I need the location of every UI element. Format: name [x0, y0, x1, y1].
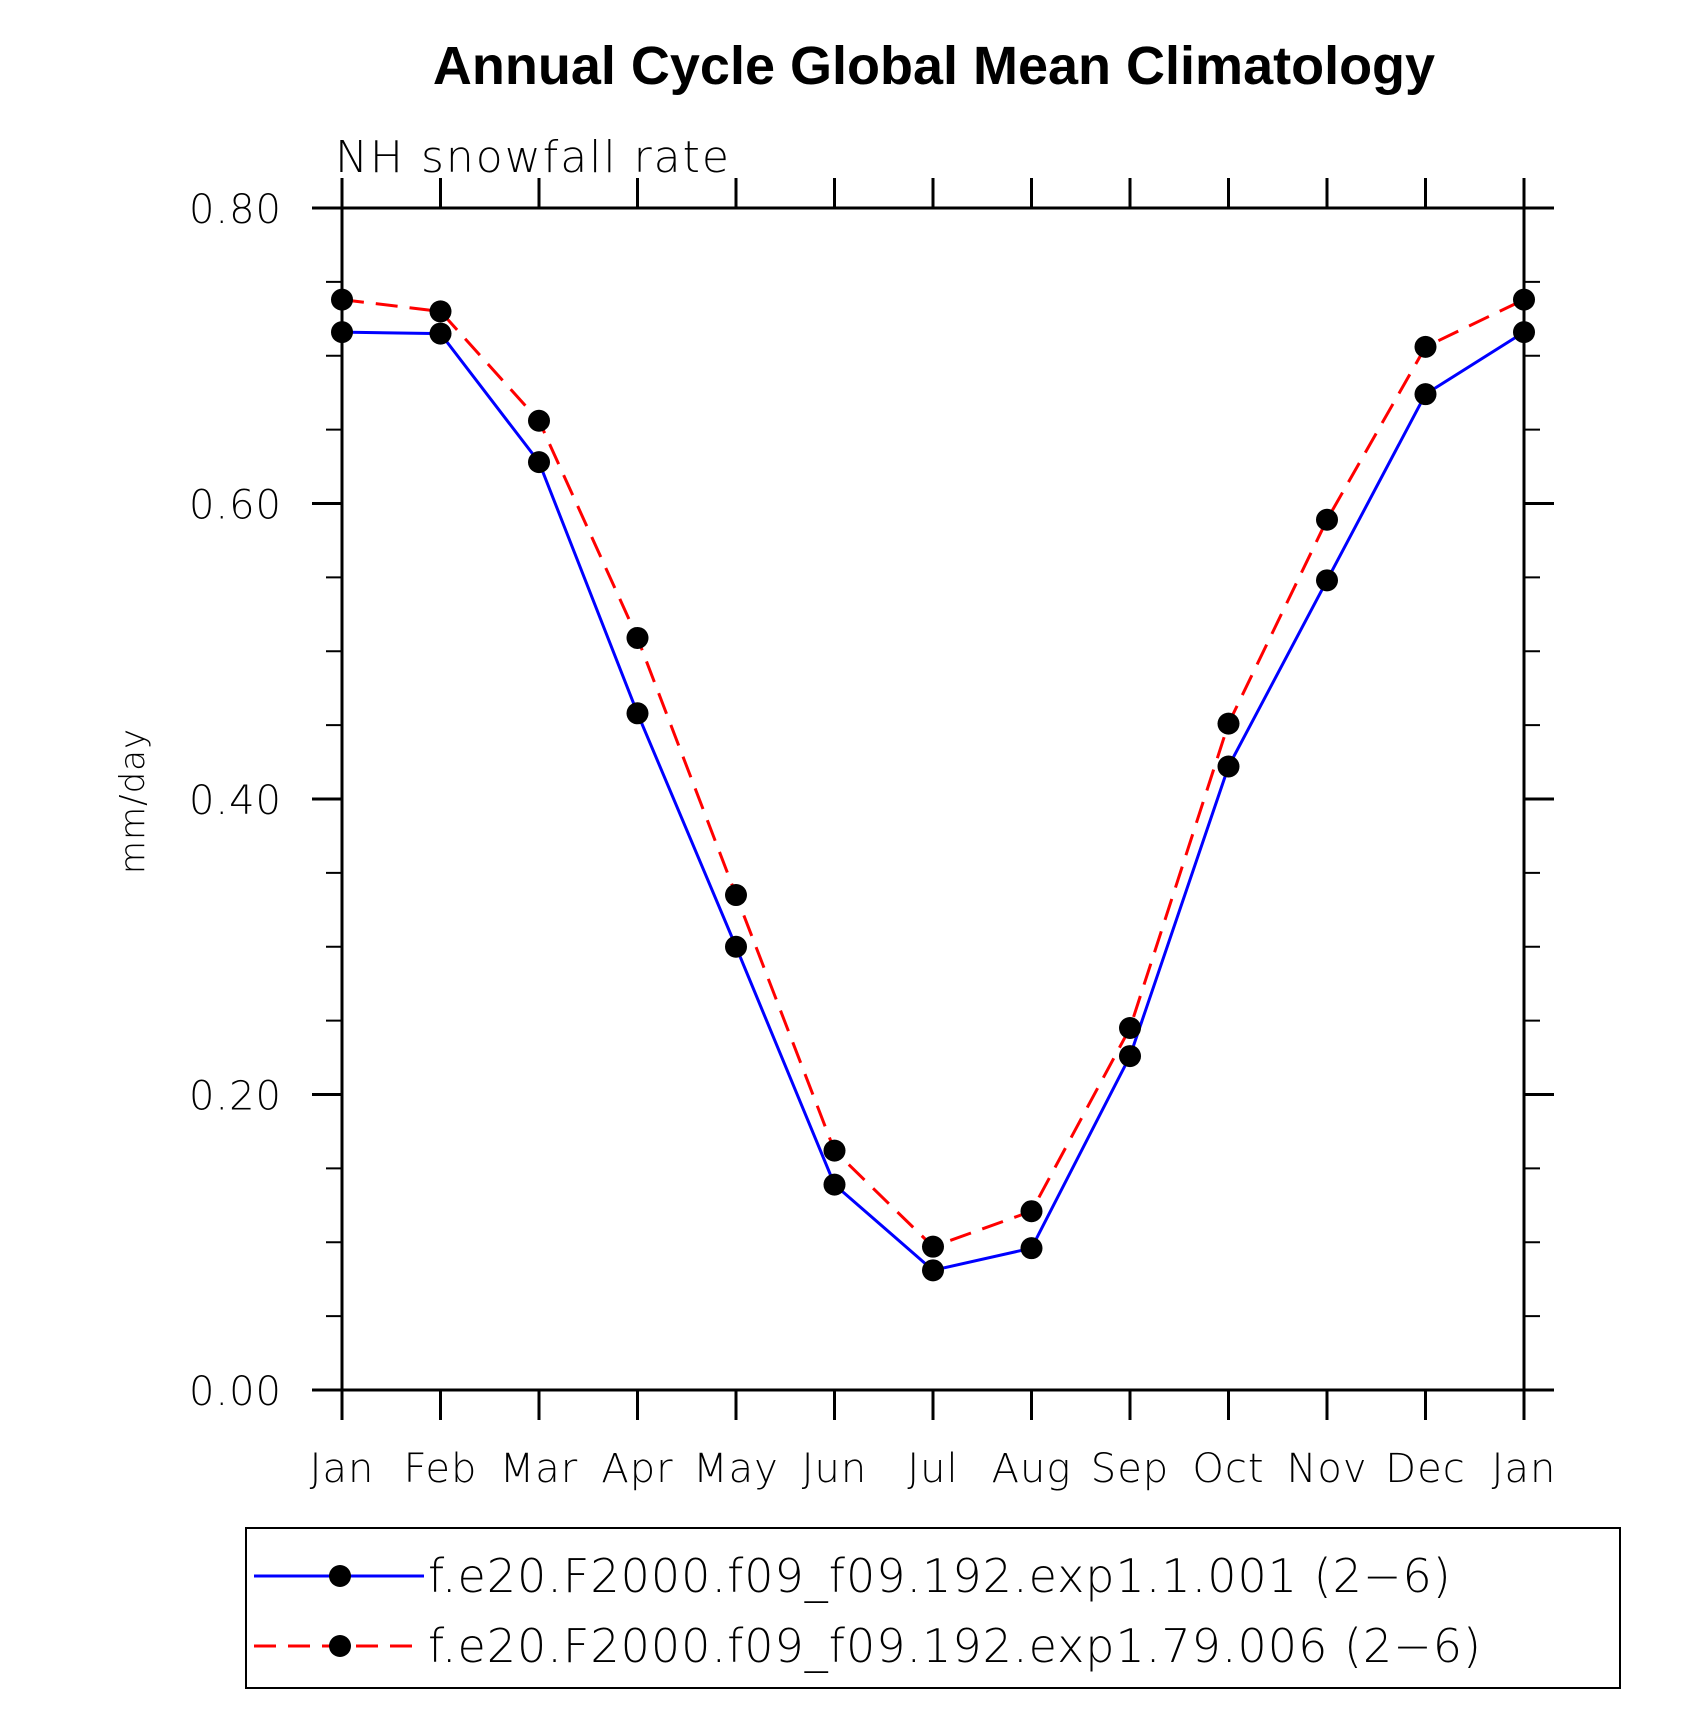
- series-layer: [331, 288, 1535, 1282]
- legend-marker-2: [329, 1635, 351, 1657]
- x-tick-label: Oct: [1192, 1446, 1264, 1492]
- series-2-point: [1316, 508, 1338, 531]
- series-1-point: [1020, 1237, 1043, 1260]
- series-1-point: [1217, 755, 1240, 778]
- series-1-point: [331, 321, 353, 344]
- series-2-point: [1414, 335, 1437, 358]
- series-1-point: [725, 935, 747, 958]
- series-line-2: [341, 298, 1525, 1249]
- chart-title: Annual Cycle Global Mean Climatology: [433, 36, 1435, 96]
- legend-box: [245, 1527, 1621, 1689]
- series-1-point: [1513, 321, 1535, 344]
- axes: Jan Feb Mar Apr May Jun Jul Aug Sep Oct Nov Dec Jan 0…: [189, 178, 1557, 1492]
- legend: f.e20.F2000.f09_f09.192.exp1.1.001 (2−6)…: [245, 1527, 1621, 1689]
- series-2-point: [922, 1235, 944, 1258]
- series-1-point: [1414, 383, 1437, 406]
- legend-label-1: f.e20.F2000.f09_f09.192.exp1.1.001 (2−6): [428, 1549, 1452, 1603]
- y-tick-label: 0.00: [189, 1369, 282, 1415]
- series-2-point: [725, 884, 747, 907]
- series-2-point: [1020, 1200, 1043, 1223]
- legend-marker-1: [329, 1565, 351, 1587]
- y-tick-label: 0.60: [189, 483, 282, 529]
- series-2-point: [528, 409, 550, 432]
- legend-label-2: f.e20.F2000.f09_f09.192.exp1.79.006 (2−6…: [428, 1619, 1482, 1673]
- x-tick-label: Jan: [1492, 1446, 1557, 1492]
- x-tick-label: Feb: [404, 1446, 478, 1492]
- x-tick-label: Apr: [601, 1446, 673, 1492]
- x-tick-label: Mar: [500, 1446, 578, 1492]
- series-2-point: [626, 626, 649, 649]
- series-1-point: [528, 451, 550, 474]
- x-tick-label: Dec: [1385, 1446, 1465, 1492]
- y-axis-label: mm/day: [113, 728, 153, 874]
- series-1-point: [626, 702, 649, 725]
- series-2-point: [331, 288, 353, 311]
- series-2-point: [429, 300, 452, 323]
- series-1-point: [429, 322, 452, 345]
- plot-frame: [340, 206, 1526, 1392]
- x-tick-label: Jun: [802, 1446, 868, 1492]
- series-1-point: [922, 1259, 944, 1282]
- series-1-point: [823, 1173, 846, 1196]
- y-tick-label: 0.20: [189, 1074, 282, 1120]
- x-tick-label: Nov: [1286, 1446, 1367, 1492]
- series-1-point: [1119, 1045, 1141, 1068]
- series-2-point: [1217, 712, 1240, 735]
- series-2-point: [1119, 1017, 1141, 1040]
- x-tick-label: Jan: [310, 1446, 375, 1492]
- series-2-point: [823, 1139, 846, 1162]
- y-tick-label: 0.40: [189, 778, 282, 824]
- y-tick-label: 0.80: [189, 187, 282, 233]
- series-1-point: [1316, 569, 1338, 592]
- series-line-1: [341, 330, 1525, 1272]
- chart-subtitle: NH snowfall rate: [335, 132, 731, 183]
- x-tick-label: Jul: [907, 1446, 958, 1492]
- x-tick-label: May: [693, 1446, 779, 1492]
- series-2-point: [1513, 288, 1535, 311]
- x-tick-label: Sep: [1091, 1446, 1169, 1492]
- x-tick-label: Aug: [992, 1446, 1072, 1492]
